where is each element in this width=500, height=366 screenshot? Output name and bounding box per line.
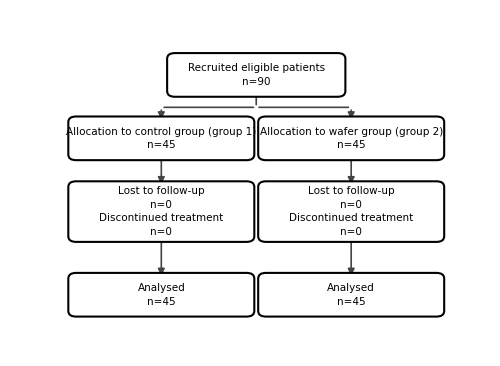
FancyBboxPatch shape [258, 273, 444, 317]
FancyBboxPatch shape [258, 181, 444, 242]
Text: Analysed
n=45: Analysed n=45 [138, 283, 185, 307]
FancyBboxPatch shape [167, 53, 346, 97]
Text: Recruited eligible patients
n=90: Recruited eligible patients n=90 [188, 63, 325, 87]
FancyBboxPatch shape [68, 273, 254, 317]
Text: Allocation to control group (group 1)
n=45: Allocation to control group (group 1) n=… [66, 127, 256, 150]
Text: Allocation to wafer group (group 2)
n=45: Allocation to wafer group (group 2) n=45 [260, 127, 443, 150]
FancyBboxPatch shape [68, 181, 254, 242]
Text: Analysed
n=45: Analysed n=45 [328, 283, 375, 307]
Text: Lost to follow-up
n=0
Discontinued treatment
n=0: Lost to follow-up n=0 Discontinued treat… [289, 186, 414, 237]
FancyBboxPatch shape [258, 116, 444, 160]
Text: Lost to follow-up
n=0
Discontinued treatment
n=0: Lost to follow-up n=0 Discontinued treat… [99, 186, 224, 237]
FancyBboxPatch shape [68, 116, 254, 160]
